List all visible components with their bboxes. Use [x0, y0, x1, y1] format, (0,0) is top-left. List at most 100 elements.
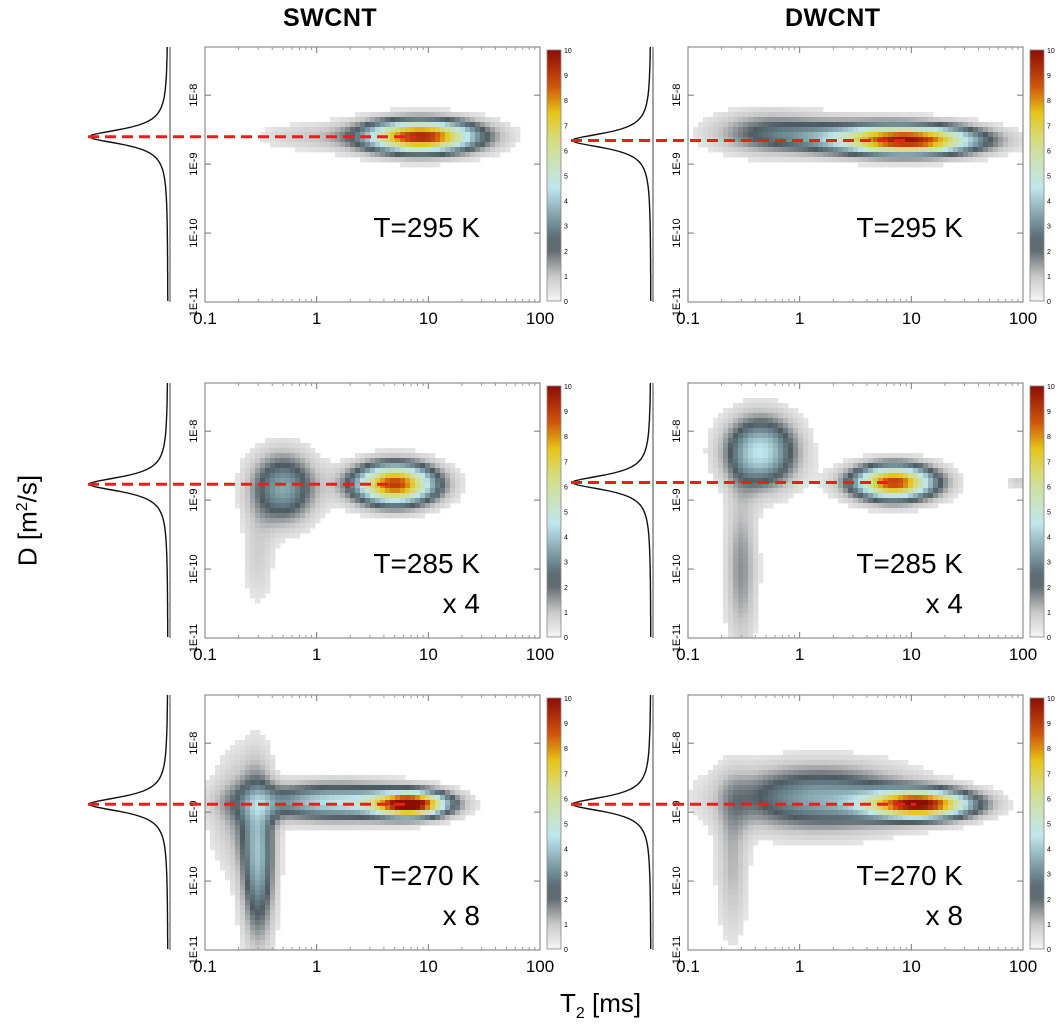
heat-cell: [918, 142, 924, 148]
heat-cell: [285, 508, 291, 514]
heat-cell: [738, 870, 744, 876]
heat-cell: [898, 152, 904, 158]
heat-cell: [743, 785, 749, 791]
heat-cell: [240, 508, 246, 514]
heat-cell: [888, 760, 894, 766]
heat-cell: [255, 895, 261, 901]
heat-cell: [993, 815, 999, 821]
heat-cell: [240, 820, 246, 826]
heat-cell: [285, 127, 291, 133]
heat-cell: [748, 418, 754, 424]
heat-cell: [788, 493, 794, 499]
heat-cell: [848, 760, 854, 766]
heat-cell: [803, 765, 809, 771]
heat-cell: [723, 117, 729, 123]
heat-cell: [843, 112, 849, 118]
heat-cell: [360, 142, 366, 148]
heat-cell: [415, 508, 421, 514]
heat-cell: [340, 488, 346, 494]
heat-cell: [245, 740, 251, 746]
heat-cell: [878, 760, 884, 766]
heat-cell: [788, 750, 794, 756]
heat-cell: [490, 142, 496, 148]
heat-cell: [260, 820, 266, 826]
heat-cell: [265, 790, 271, 796]
heat-cell: [270, 875, 276, 881]
heat-cell: [753, 448, 759, 454]
heat-cell: [723, 573, 729, 579]
heat-cell: [375, 503, 381, 509]
heat-cell: [265, 805, 271, 811]
heat-cell: [465, 800, 471, 806]
heat-cell: [748, 503, 754, 509]
heat-cell: [345, 463, 351, 469]
heat-cell: [893, 785, 899, 791]
heat-cell: [843, 840, 849, 846]
heat-cell: [823, 760, 829, 766]
heat-cell: [250, 895, 256, 901]
heat-cell: [435, 468, 441, 474]
heat-cell: [205, 785, 211, 791]
heat-cell: [928, 498, 934, 504]
heat-cell: [360, 810, 366, 816]
heat-cell: [728, 760, 734, 766]
heat-cell: [260, 543, 266, 549]
heat-cell: [693, 780, 699, 786]
heat-cell: [455, 478, 461, 484]
heat-cell: [743, 473, 749, 479]
heat-cell: [225, 765, 231, 771]
heat-cell: [793, 107, 799, 113]
heat-cell: [813, 795, 819, 801]
heat-cell: [838, 825, 844, 831]
heat-cell: [853, 800, 859, 806]
heat-cell: [938, 162, 944, 168]
heat-cell: [445, 503, 451, 509]
heat-cell: [733, 760, 739, 766]
heat-cell: [893, 162, 899, 168]
heat-cell: [270, 790, 276, 796]
heat-cell: [918, 463, 924, 469]
heat-cell: [300, 820, 306, 826]
heat-cell: [868, 790, 874, 796]
heat-cell: [235, 915, 241, 921]
heat-cell: [250, 468, 256, 474]
heat-cell: [818, 825, 824, 831]
heat-cell: [868, 468, 874, 474]
heat-cell: [355, 147, 361, 153]
heat-cell: [778, 483, 784, 489]
heat-cell: [255, 805, 261, 811]
heat-cell: [270, 493, 276, 499]
heat-cell: [918, 815, 924, 821]
heat-cell: [245, 478, 251, 484]
heat-cell: [728, 870, 734, 876]
heat-cell: [325, 825, 331, 831]
heat-cell: [390, 112, 396, 118]
heat-cell: [723, 588, 729, 594]
heat-cell: [250, 523, 256, 529]
heat-cell: [768, 820, 774, 826]
heat-cell: [345, 117, 351, 123]
heat-cell: [733, 850, 739, 856]
heat-cell: [250, 583, 256, 589]
heat-cell: [788, 473, 794, 479]
heat-cell: [385, 805, 391, 811]
heat-cell: [410, 790, 416, 796]
heat-cell: [250, 900, 256, 906]
heat-cell: [813, 790, 819, 796]
heat-cell: [783, 830, 789, 836]
colorbar-tick-label: 5: [1047, 510, 1051, 517]
heat-cell: [415, 800, 421, 806]
heat-cell: [743, 438, 749, 444]
heat-cell: [733, 538, 739, 544]
heat-cell: [733, 533, 739, 539]
heat-cell: [280, 830, 286, 836]
heat-cell: [265, 573, 271, 579]
heat-cell: [245, 508, 251, 514]
heat-cell: [813, 825, 819, 831]
heat-cell: [250, 920, 256, 926]
heat-cell: [255, 910, 261, 916]
heat-cell: [470, 152, 476, 158]
heat-cell: [365, 790, 371, 796]
heat-cell: [803, 790, 809, 796]
heat-cell: [265, 503, 271, 509]
